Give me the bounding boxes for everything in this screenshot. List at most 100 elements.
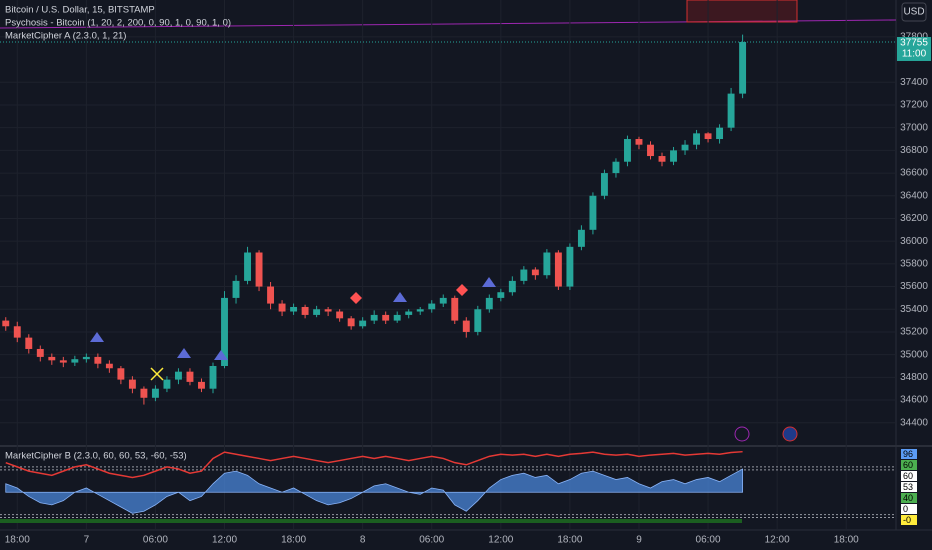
y-tick-label: 35800 — [900, 258, 928, 269]
grid — [0, 0, 896, 530]
event-icon — [782, 426, 798, 442]
candle-body — [221, 297, 228, 366]
candle-body — [670, 150, 677, 162]
currency-button[interactable] — [901, 2, 927, 22]
candle-body — [577, 229, 585, 247]
candle-body — [531, 269, 539, 276]
candle-body — [727, 93, 735, 128]
candle-body — [704, 133, 712, 140]
value-badge — [901, 493, 917, 503]
candle-body — [36, 348, 44, 357]
plot — [2, 34, 747, 405]
candle-body — [105, 363, 113, 369]
candle-body — [451, 297, 459, 321]
candle-body — [82, 356, 90, 360]
candle-body — [716, 127, 724, 140]
last-price-box — [897, 36, 931, 61]
candle-body — [439, 297, 447, 304]
candle-body — [739, 41, 747, 94]
candle-body — [244, 252, 251, 281]
y-tick-label: 37400 — [900, 77, 928, 88]
signal-triangle — [214, 350, 228, 360]
signal-triangle — [177, 348, 191, 358]
x-tick-label: 06:00 — [143, 535, 168, 546]
trend-line — [0, 19, 897, 29]
candle-body — [186, 371, 194, 382]
candle-body — [163, 379, 171, 389]
candle-body — [520, 269, 528, 281]
candle-body — [485, 297, 493, 310]
candle-body — [59, 360, 67, 363]
candle-body — [336, 311, 344, 319]
candle-body — [117, 368, 125, 380]
x-tick-label: 7 — [84, 535, 90, 546]
y-tick-label: 35000 — [900, 349, 928, 360]
currency-label[interactable]: USD — [903, 7, 924, 18]
candle-body — [48, 356, 56, 361]
candle-body — [71, 359, 79, 363]
candle-body — [566, 246, 574, 287]
value-badge — [901, 515, 917, 525]
candle-body — [267, 286, 275, 304]
candle-body — [13, 326, 21, 338]
indicator-legend: MarketCipher A (2.3.0, 1, 21) — [5, 31, 126, 42]
candle-body — [128, 379, 136, 389]
value-badge-label: 0 — [903, 504, 908, 514]
y-tick-label: 36000 — [900, 236, 928, 247]
candle-body — [462, 320, 470, 332]
candle-body — [140, 388, 148, 398]
candle-body — [624, 139, 631, 162]
candle-body — [635, 139, 643, 145]
value-badge-label: 60 — [903, 471, 913, 481]
candle-body — [324, 309, 332, 312]
x-tick-label: 18:00 — [557, 535, 582, 546]
candle-body — [474, 309, 482, 332]
value-badge — [901, 504, 917, 514]
value-badge-label: 40 — [903, 493, 913, 503]
wave-area — [5, 468, 743, 514]
candle-body — [600, 173, 608, 196]
value-badge-label: -0 — [903, 515, 911, 525]
event-icon — [734, 426, 750, 442]
candle-body — [313, 309, 321, 315]
x-tick-label: 06:00 — [696, 535, 721, 546]
candle-body — [543, 252, 551, 276]
candle-body — [209, 365, 217, 389]
y-tick-label: 34600 — [900, 395, 928, 406]
candle-body — [301, 306, 309, 315]
status-strip — [0, 519, 742, 523]
candle-body — [278, 303, 286, 312]
value-badge-label: 53 — [903, 482, 913, 492]
x-tick-label: 8 — [360, 535, 366, 546]
value-badge — [901, 471, 917, 481]
value-badge — [901, 482, 917, 492]
candle-body — [359, 320, 367, 327]
x-tick-label: 9 — [636, 535, 642, 546]
candle-body — [405, 311, 413, 315]
y-tick-label: 34800 — [900, 372, 928, 383]
y-tick-label: 36600 — [900, 168, 928, 179]
signal-diamond — [456, 284, 468, 296]
y-tick-label: 37000 — [900, 122, 928, 133]
countdown-label: 11:00 — [902, 49, 927, 60]
value-badge — [901, 460, 917, 470]
candle-body — [151, 388, 159, 398]
x-tick-label: 18:00 — [5, 535, 30, 546]
candle-body — [658, 156, 666, 162]
x-tick-label: 12:00 — [212, 535, 237, 546]
signal-triangle — [482, 277, 496, 287]
candle-body — [497, 292, 505, 298]
signal-triangle — [393, 292, 407, 302]
y-tick-label: 36200 — [900, 213, 928, 224]
candle-body — [554, 252, 562, 287]
value-badge-label: 60 — [903, 460, 913, 470]
zone-box — [686, 0, 798, 23]
x-tick-label: 12:00 — [488, 535, 513, 546]
candle-body — [255, 252, 263, 287]
candle-body — [416, 309, 424, 312]
candle-body — [393, 314, 401, 321]
candle-body — [508, 280, 516, 293]
x-tick-label: 18:00 — [834, 535, 859, 546]
y-tick-label: 36400 — [900, 190, 928, 201]
